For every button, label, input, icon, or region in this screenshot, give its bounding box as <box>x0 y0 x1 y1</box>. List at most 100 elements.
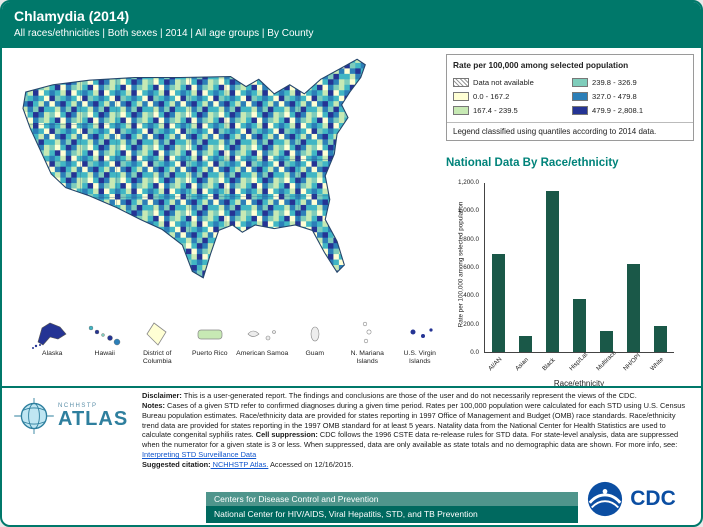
hhs-eagle-icon <box>588 481 623 517</box>
legend-swatch-class3 <box>572 77 588 87</box>
x-axis-label: Race/ethnicity <box>553 379 605 388</box>
inset-alaska[interactable]: Alaska <box>26 318 79 366</box>
inset-hawaii[interactable]: Hawaii <box>79 318 132 366</box>
notes-text: Cases of a given STD refer to confirmed … <box>142 400 686 440</box>
chart-title: National Data By Race/ethnicity <box>446 157 619 169</box>
nchhstp-atlas-logo: NCHHSTP ATLAS <box>14 398 128 434</box>
atlas-logo-text: NCHHSTP ATLAS <box>58 403 128 429</box>
american-samoa-inset-map <box>247 330 277 341</box>
chart-plot-area <box>484 183 674 353</box>
atlas-org-text: NCHHSTP <box>58 403 98 409</box>
contiguous-us-outline <box>22 58 366 279</box>
inset-label: Hawaii <box>94 350 115 357</box>
legend-item-label: 0.0 - 167.2 <box>473 91 510 101</box>
x-tick: Asian <box>513 356 530 373</box>
atlas-name-text: ATLAS <box>58 408 129 430</box>
x-tick: AI/AN <box>486 355 503 373</box>
inset-puerto-rico[interactable]: Puerto Rico <box>184 318 237 366</box>
bar-black <box>546 190 559 352</box>
x-tick: NH/OPI <box>622 352 643 373</box>
inset-label: Puerto Rico <box>191 350 228 357</box>
nchhstp-atlas-link[interactable]: NCHHSTP Atlas. <box>210 459 269 469</box>
race-ethnicity-bar-chart: Rate per 100,000 among selected populati… <box>446 173 694 395</box>
cdc-footer-bar-primary: Centers for Disease Control and Preventi… <box>206 492 578 506</box>
us-virgin-islands-inset-map <box>410 328 433 338</box>
legend-grid: Data not available 0.0 - 167.2 167.4 - 2… <box>453 75 687 117</box>
cell-suppression-label: Cell suppression: <box>253 430 318 440</box>
x-tick: White <box>649 356 666 373</box>
legend-item: 239.8 - 326.9 <box>572 75 687 89</box>
disclaimer-label: Disclaimer: <box>142 391 182 400</box>
legend-title: Rate per 100,000 among selected populati… <box>453 60 629 70</box>
y-tick: 600.0 <box>463 264 479 271</box>
y-tick: 0.0 <box>470 349 479 356</box>
right-panel: Rate per 100,000 among selected populati… <box>446 54 694 395</box>
legend-item-label: 479.9 - 2,808.1 <box>592 105 644 115</box>
y-tick: 400.0 <box>463 292 479 299</box>
alaska-inset-map <box>32 322 67 349</box>
notes-label: Notes: <box>142 400 165 410</box>
inset-district-of-columbia[interactable]: District of Columbia <box>131 318 184 366</box>
legend-item-label: 167.4 - 239.5 <box>473 105 518 115</box>
legend-item: 327.0 - 479.8 <box>572 89 687 103</box>
inset-us-virgin-islands[interactable]: U.S. Virgin Islands <box>394 318 447 366</box>
legend-footnote: Legend classified using quantiles accord… <box>453 127 657 136</box>
report-header: Chlamydia (2014) All races/ethnicities |… <box>2 2 701 48</box>
legend-item: 167.4 - 239.5 <box>453 103 568 117</box>
hawaii-inset-map <box>88 325 120 346</box>
legend-item: 479.9 - 2,808.1 <box>572 103 687 117</box>
interpreting-std-data-link[interactable]: Interpreting STD Surveillance Data <box>142 450 257 460</box>
cdc-logo-text: CDC <box>630 487 676 510</box>
us-county-choropleth-map[interactable] <box>8 52 444 316</box>
inset-label: District of Columbia <box>142 350 172 366</box>
legend-divider <box>447 122 693 123</box>
inset-label: N. Mariana Islands <box>350 350 384 366</box>
inset-n-mariana-islands[interactable]: N. Mariana Islands <box>341 318 394 366</box>
legend-swatch-class4 <box>572 91 588 101</box>
bar-asian <box>519 335 532 352</box>
bar-ai-an <box>492 254 505 352</box>
y-tick: 1,000.0 <box>457 207 479 214</box>
state-boundaries <box>23 76 340 235</box>
y-tick: 1,200.0 <box>457 179 479 186</box>
legend-swatch-no-data <box>453 77 469 87</box>
bar-white <box>654 325 667 352</box>
page-title: Chlamydia (2014) <box>14 8 130 24</box>
legend-item-label: Data not available <box>473 77 534 87</box>
legend-swatch-class2 <box>453 105 469 115</box>
disclaimer-text: This is a user-generated report. The fin… <box>181 391 637 400</box>
inset-american-samoa[interactable]: American Samoa <box>236 318 289 366</box>
cell-suppression-text: CDC follows the 1996 CSTE data re-releas… <box>142 430 679 450</box>
report-filters-subtitle: All races/ethnicities | Both sexes | 201… <box>14 28 314 39</box>
inset-label: Guam <box>305 350 324 357</box>
legend-item-label: 327.0 - 479.8 <box>592 91 637 101</box>
legend-swatch-class1 <box>453 91 469 101</box>
puerto-rico-inset-map <box>197 329 223 340</box>
x-tick: Hisp/Lat <box>568 351 590 373</box>
legend-swatch-class5 <box>572 105 588 115</box>
inset-label: Alaska <box>42 350 63 357</box>
atlas-globe-icon <box>14 398 54 434</box>
district-of-columbia-inset-map <box>146 322 167 346</box>
bar-multirace <box>600 330 613 352</box>
legend-item: Data not available <box>453 75 568 89</box>
citation-label: Suggested citation: <box>142 459 211 469</box>
y-tick: 200.0 <box>463 321 479 328</box>
bar-hisp-lat <box>573 298 586 352</box>
inset-label: U.S. Virgin Islands <box>403 350 436 366</box>
y-axis-ticks: 0.0 200.0 400.0 600.0 800.0 1,000.0 1,20… <box>446 179 482 356</box>
cdc-footer-bar-secondary: National Center for HIV/AIDS, Viral Hepa… <box>206 506 578 523</box>
legend-item: 0.0 - 167.2 <box>453 89 568 103</box>
n-mariana-islands-inset-map <box>363 321 372 344</box>
x-tick: Black <box>540 356 557 373</box>
legend-item-label: 239.8 - 326.9 <box>592 77 637 87</box>
y-tick: 800.0 <box>463 236 479 243</box>
x-axis-tick-labels: AI/AN Asian Black Hisp/Lat Multirace NH/… <box>484 350 674 373</box>
x-tick: Multirace <box>595 349 618 373</box>
inset-guam[interactable]: Guam <box>289 318 342 366</box>
footer-divider <box>2 386 701 388</box>
report-fine-print: Disclaimer: This is a user-generated rep… <box>142 391 694 470</box>
citation-accessed-text: Accessed on 12/16/2015. <box>268 459 354 469</box>
inset-label: American Samoa <box>236 350 289 357</box>
